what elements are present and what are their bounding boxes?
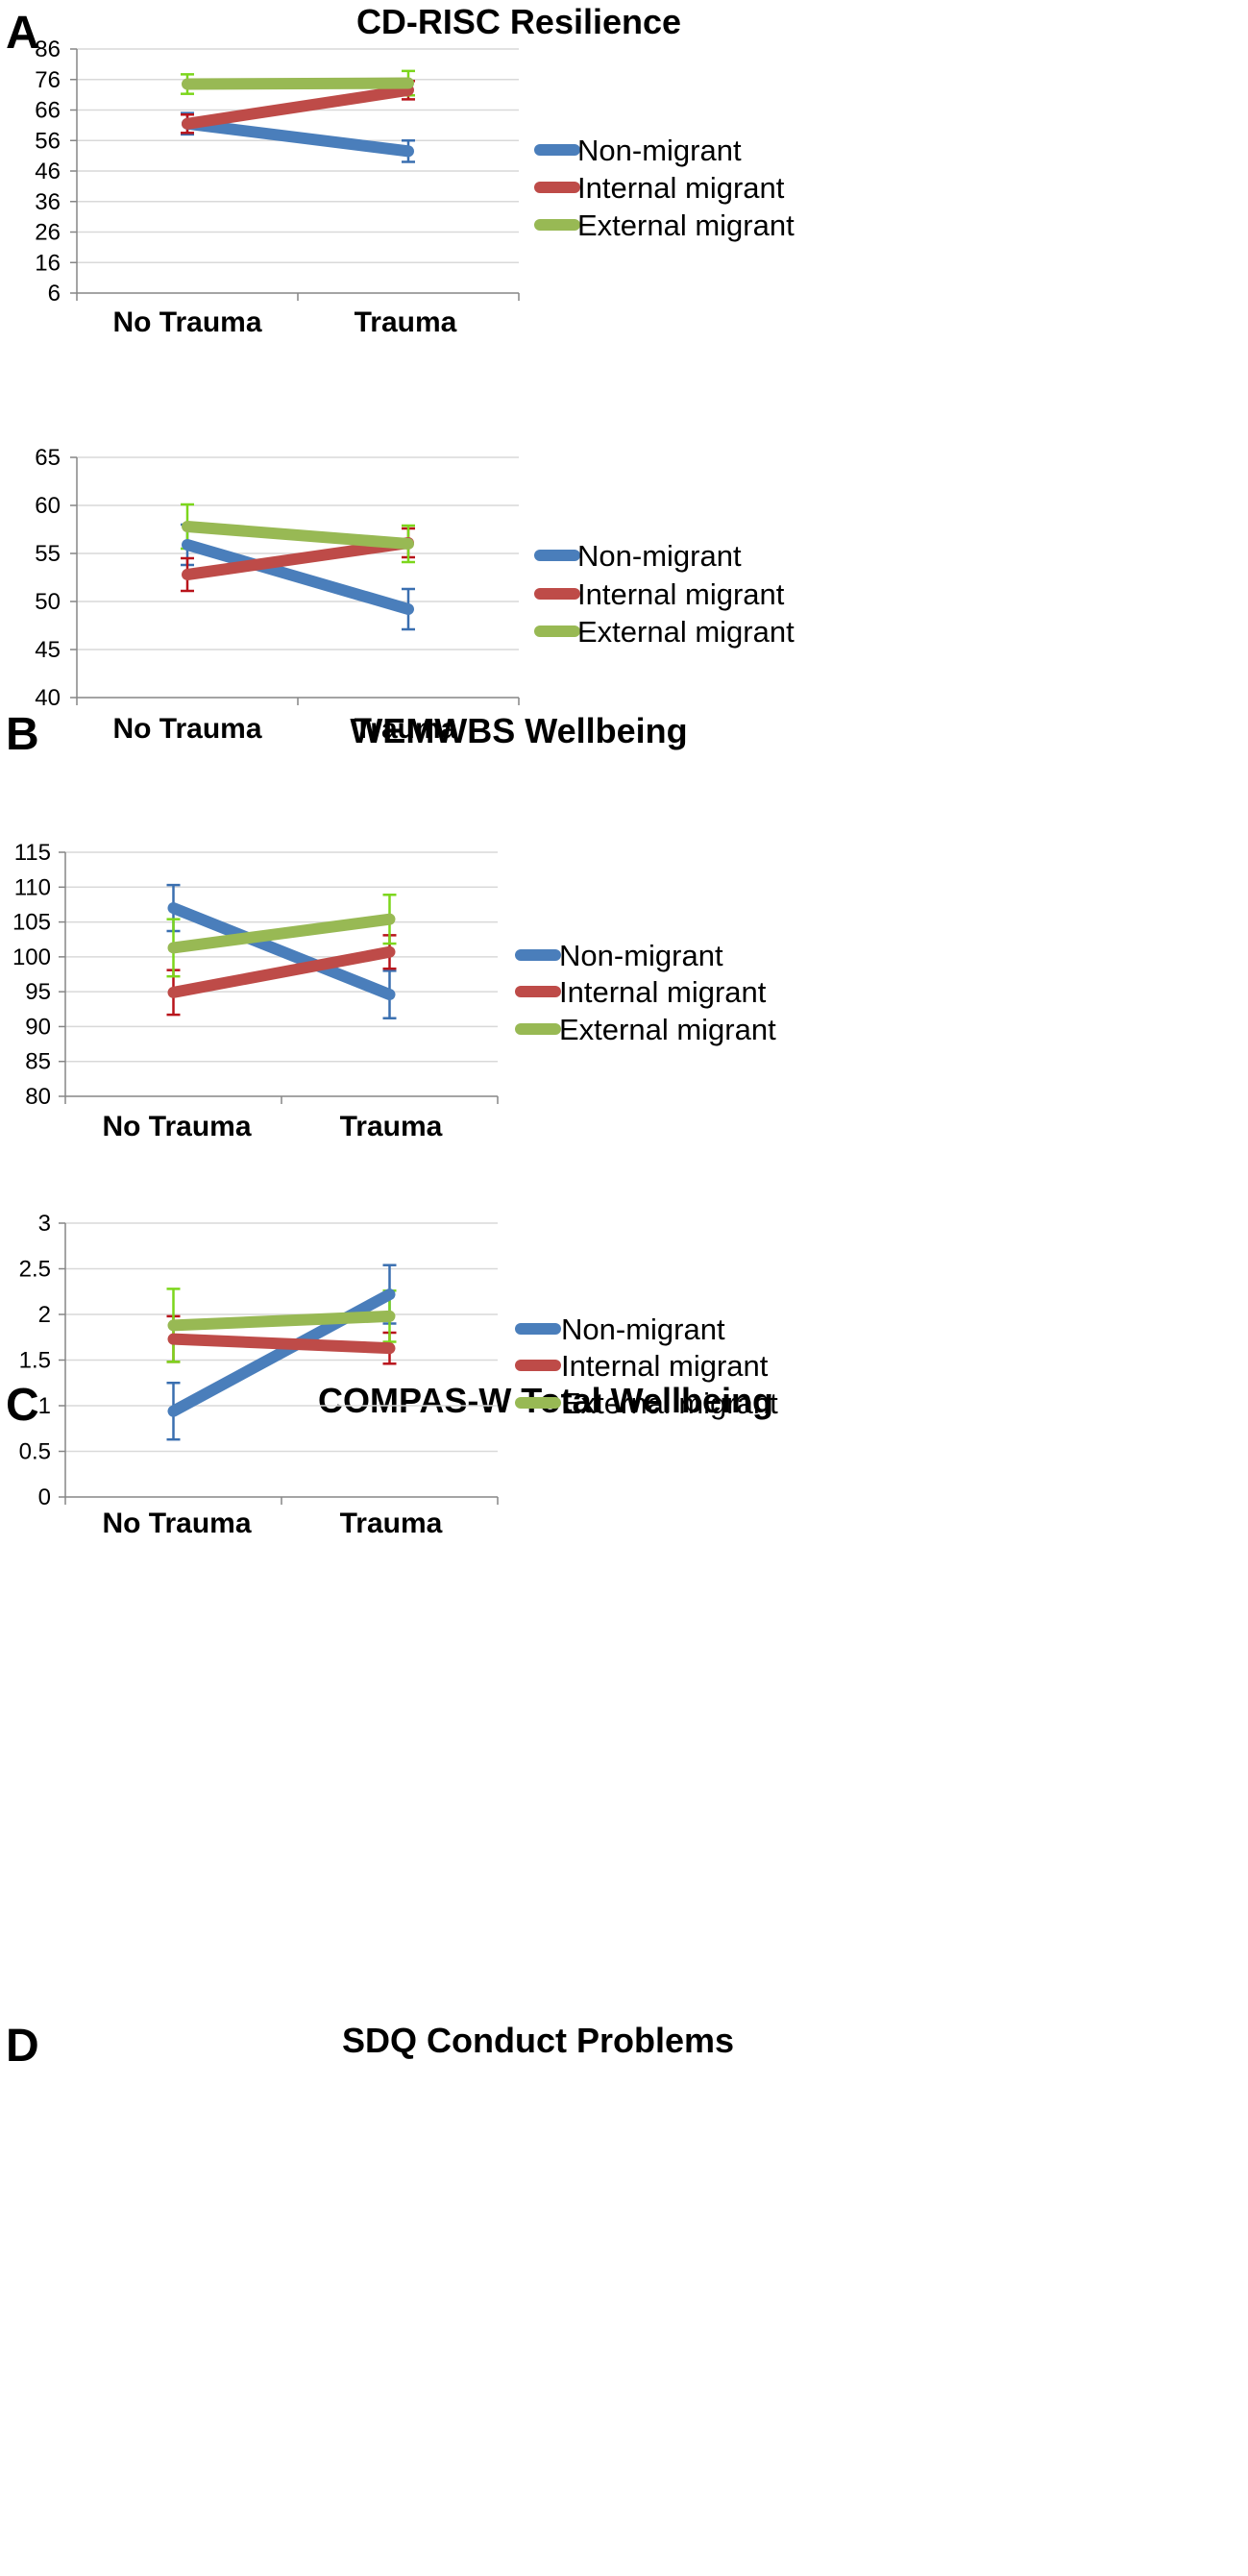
chart-b-svg: B WEMWBS Wellbeing 65 60 55 50 45 40 No Trauma… bbox=[6, 445, 795, 760]
series-line-external-migrant bbox=[167, 1310, 396, 1332]
y-tick-label: 105 bbox=[12, 910, 51, 936]
y-tick-label: 2 bbox=[38, 1302, 51, 1328]
x-category-label: No Trauma bbox=[112, 307, 261, 338]
y-tick-label: 95 bbox=[25, 979, 51, 1005]
chart-title: WEMWBS Wellbeing bbox=[350, 711, 687, 750]
series-line-external-migrant bbox=[167, 913, 396, 954]
y-tick-label: 2.5 bbox=[19, 1257, 51, 1283]
legend-label-external-migrant: External migrant bbox=[577, 615, 795, 649]
y-tick-label: 3 bbox=[38, 1211, 51, 1237]
series-line-non-migrant bbox=[182, 539, 414, 615]
x-category-label: Trauma bbox=[355, 713, 457, 745]
y-tick-label: 0.5 bbox=[19, 1439, 51, 1465]
y-tick-label: 90 bbox=[25, 1014, 51, 1040]
y-tick-label: 36 bbox=[35, 189, 61, 215]
panel-letter: D bbox=[6, 2021, 39, 2072]
y-tick-label: 85 bbox=[25, 1049, 51, 1075]
y-tick-label: 1.5 bbox=[19, 1348, 51, 1374]
legend-label-external-migrant: External migrant bbox=[559, 1013, 776, 1046]
y-tick-label: 80 bbox=[25, 1084, 51, 1110]
series-line-non-migrant bbox=[182, 117, 414, 158]
chart-title: CD-RISC Resilience bbox=[356, 2, 681, 41]
y-tick-label: 50 bbox=[35, 589, 61, 615]
chart-a-svg: A CD-RISC Resilience 86 76 66 56 46 36 26 16 6 No… bbox=[6, 2, 795, 338]
x-category-label: No Trauma bbox=[102, 1111, 251, 1142]
y-tick-label: 45 bbox=[35, 637, 61, 663]
y-tick-label: 66 bbox=[35, 98, 61, 124]
legend-label-non-migrant: Non-migrant bbox=[577, 539, 742, 573]
panel-letter: C bbox=[6, 1380, 39, 1431]
legend-label-external-migrant: External migrant bbox=[561, 1386, 778, 1420]
series-line-internal-migrant bbox=[182, 84, 414, 130]
chart-title: SDQ Conduct Problems bbox=[342, 2021, 734, 2060]
y-tick-label: 40 bbox=[35, 685, 61, 711]
panel-letter: B bbox=[6, 709, 39, 760]
chart-panel-a: A CD-RISC Resilience 86 76 66 56 46 36 26 16 6 No… bbox=[0, 0, 1248, 615]
y-tick-label: 56 bbox=[35, 128, 61, 154]
panel-letter: A bbox=[6, 8, 39, 59]
y-tick-label: 60 bbox=[35, 493, 61, 519]
legend-label-internal-migrant: Internal migrant bbox=[577, 171, 785, 205]
chart-c-svg: C COMPAS-W Total Wellbeing 1151101051009… bbox=[6, 840, 776, 1431]
series-line-internal-migrant bbox=[182, 537, 414, 580]
chart-panel-c: C COMPAS-W Total Wellbeing 115 110 105 100 9… bbox=[6, 840, 776, 1431]
x-category-label: No Trauma bbox=[102, 1508, 251, 1539]
y-tick-label: 1 bbox=[38, 1393, 51, 1419]
legend-label-internal-migrant: Internal migrant bbox=[561, 1349, 769, 1383]
y-tick-label: 55 bbox=[35, 541, 61, 567]
y-tick-label: 46 bbox=[35, 159, 61, 184]
x-category-label: No Trauma bbox=[112, 713, 261, 745]
y-tick-label: 16 bbox=[35, 250, 61, 276]
y-tick-label: 6 bbox=[48, 281, 61, 307]
series-line-external-migrant bbox=[182, 77, 414, 90]
legend-label-internal-migrant: Internal migrant bbox=[577, 577, 785, 611]
y-tick-label: 65 bbox=[35, 445, 61, 471]
series-line-external-migrant bbox=[182, 521, 414, 550]
legend-label-non-migrant: Non-migrant bbox=[561, 1313, 725, 1346]
y-tick-label: 76 bbox=[35, 67, 61, 93]
chart-panel-b: B WEMWBS Wellbeing 65 60 55 50 45 40 No Trauma… bbox=[6, 445, 795, 760]
legend-label-non-migrant: Non-migrant bbox=[559, 939, 723, 972]
legend-label-internal-migrant: Internal migrant bbox=[559, 975, 767, 1009]
y-tick-label: 100 bbox=[12, 945, 51, 970]
y-tick-label: 86 bbox=[35, 37, 61, 62]
legend-label-external-migrant: External migrant bbox=[577, 209, 795, 242]
series-line-internal-migrant bbox=[167, 945, 396, 998]
x-category-label: Trauma bbox=[340, 1111, 443, 1142]
series-line-non-migrant bbox=[167, 902, 396, 1001]
legend-label-non-migrant: Non-migrant bbox=[577, 134, 742, 167]
y-tick-label: 110 bbox=[14, 874, 51, 900]
y-tick-label: 26 bbox=[35, 220, 61, 246]
series-line-internal-migrant bbox=[167, 1333, 396, 1355]
x-category-label: Trauma bbox=[340, 1508, 443, 1539]
y-tick-label: 115 bbox=[14, 840, 51, 866]
x-category-label: Trauma bbox=[355, 307, 457, 338]
y-tick-label: 0 bbox=[38, 1484, 51, 1510]
